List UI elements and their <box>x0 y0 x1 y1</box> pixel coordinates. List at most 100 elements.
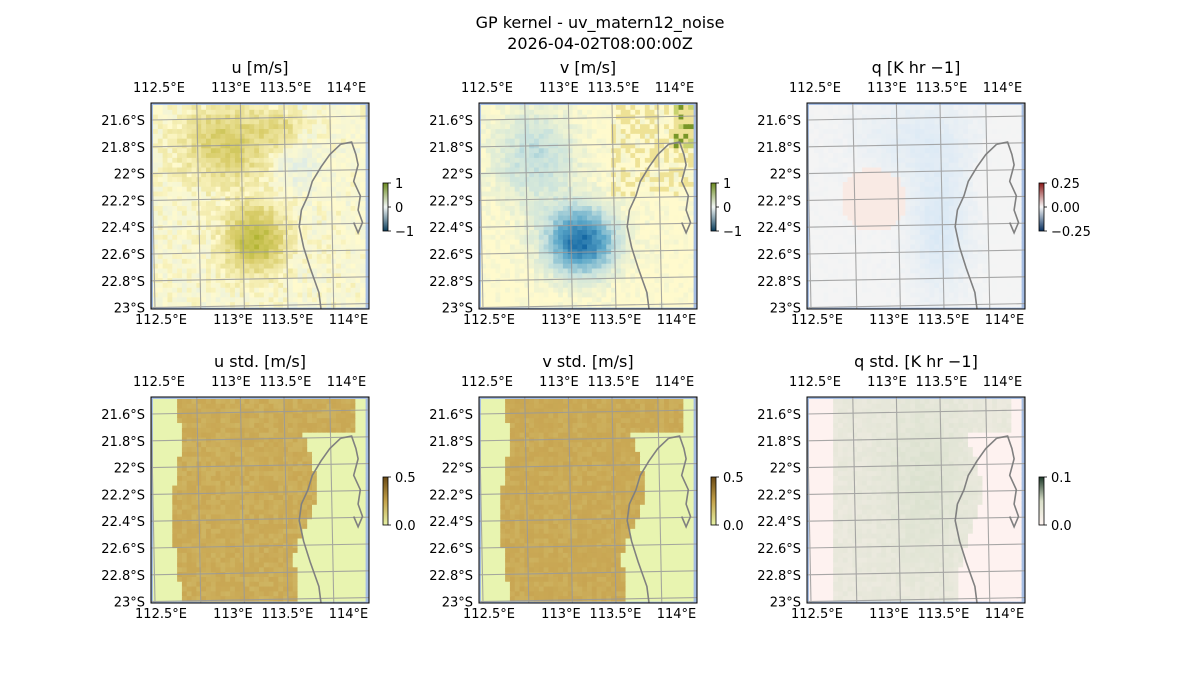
heatmap-cell <box>939 157 945 164</box>
heatmap-cell <box>239 273 246 279</box>
heatmap-cell <box>587 230 593 236</box>
heatmap-cell <box>273 258 279 265</box>
heatmap-cell <box>688 287 694 294</box>
heatmap-cell <box>490 287 497 294</box>
heatmap-cell <box>678 282 684 289</box>
heatmap-cell <box>664 196 670 202</box>
heatmap-cell <box>538 278 545 284</box>
heatmap-cell <box>596 191 603 197</box>
heatmap-cell <box>201 234 207 241</box>
heatmap-cell <box>345 215 352 222</box>
heatmap-cell <box>529 258 535 265</box>
heatmap-cell <box>167 258 173 265</box>
heatmap-cell <box>268 230 275 236</box>
heatmap-cell <box>500 157 506 164</box>
heatmap-cell <box>596 105 603 111</box>
heatmap-cell <box>220 105 226 111</box>
heatmap-cell <box>881 114 887 121</box>
heatmap-cell <box>987 177 993 183</box>
heatmap-cell <box>890 114 897 121</box>
heatmap-cell <box>615 124 622 130</box>
heatmap-cell <box>852 109 858 116</box>
heatmap-cell <box>837 153 844 159</box>
heatmap-cell <box>673 148 680 154</box>
heatmap-cell <box>587 172 593 178</box>
heatmap-cell <box>992 157 998 164</box>
heatmap-cell <box>963 206 969 212</box>
heatmap-cell <box>543 181 550 188</box>
heatmap-cell <box>287 292 294 298</box>
heatmap-cell <box>857 201 863 207</box>
heatmap-cell <box>538 109 545 116</box>
heatmap-cell <box>905 162 911 169</box>
heatmap-cell <box>562 210 569 217</box>
heatmap-cell <box>558 239 564 246</box>
heatmap-cell <box>509 278 516 284</box>
heatmap-cell <box>678 129 684 135</box>
heatmap-cell <box>312 148 318 154</box>
heatmap-cell <box>963 157 969 164</box>
heatmap-cell <box>249 157 255 164</box>
heatmap-cell <box>649 254 656 260</box>
heatmap-cell <box>239 119 246 125</box>
heatmap-cell <box>490 302 497 308</box>
heatmap-cell <box>524 119 530 125</box>
heatmap-cell <box>630 292 636 298</box>
heatmap-cell <box>230 105 236 111</box>
heatmap-cell <box>596 254 603 260</box>
heatmap-cell <box>307 124 313 130</box>
heatmap-cell <box>249 215 255 222</box>
heatmap-cell <box>201 215 207 222</box>
heatmap-cell <box>567 234 574 241</box>
heatmap-cell <box>934 119 940 125</box>
heatmap-cell <box>172 119 178 125</box>
heatmap-cell <box>500 206 506 212</box>
heatmap-cell <box>167 225 173 231</box>
heatmap-cell <box>206 244 212 250</box>
heatmap-cell <box>220 225 226 231</box>
heatmap-cell <box>350 230 356 236</box>
heatmap-cell <box>191 162 197 169</box>
heatmap-cell <box>273 177 279 183</box>
heatmap-cell <box>350 225 356 231</box>
heatmap-cell <box>688 273 694 279</box>
heatmap-cell <box>1011 105 1017 111</box>
heatmap-cell <box>577 302 583 308</box>
heatmap-cell <box>809 191 815 197</box>
heatmap-cell <box>331 177 337 183</box>
xtick-label-top: 113°E <box>211 81 251 96</box>
heatmap-cell <box>606 162 612 169</box>
heatmap-cell <box>934 143 940 149</box>
heatmap-cell <box>688 206 694 212</box>
heatmap-cell <box>287 119 294 125</box>
heatmap-cell <box>640 292 646 298</box>
heatmap-cell <box>287 220 294 226</box>
heatmap-cell <box>823 157 829 164</box>
heatmap-cell <box>635 230 641 236</box>
heatmap-cell <box>259 143 265 149</box>
heatmap-cell <box>813 206 820 212</box>
heatmap-cell <box>847 215 853 222</box>
heatmap-cell <box>683 268 689 274</box>
heatmap-cell <box>355 210 361 217</box>
heatmap-cell <box>181 172 188 178</box>
heatmap-cell <box>490 186 497 193</box>
heatmap-cell <box>548 153 554 159</box>
heatmap-cell <box>886 114 892 121</box>
heatmap-cell <box>886 225 892 231</box>
heatmap-cell <box>659 249 665 255</box>
heatmap-cell <box>519 129 525 135</box>
heatmap-cell <box>948 157 955 164</box>
heatmap-cell <box>915 215 921 222</box>
heatmap-cell <box>519 138 525 145</box>
heatmap-cell <box>244 254 250 260</box>
heatmap-cell <box>837 129 844 135</box>
heatmap-cell <box>254 181 260 188</box>
heatmap-cell <box>640 234 646 241</box>
heatmap-cell <box>615 138 622 145</box>
heatmap-cell <box>818 129 825 135</box>
heatmap-cell <box>992 201 998 207</box>
heatmap-cell <box>215 258 222 265</box>
heatmap-cell <box>225 225 231 231</box>
heatmap-cell <box>635 138 641 145</box>
